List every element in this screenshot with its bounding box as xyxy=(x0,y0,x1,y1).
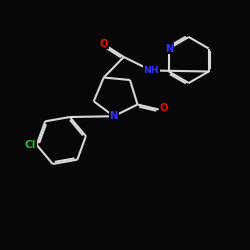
Text: Cl: Cl xyxy=(25,140,36,150)
Text: N: N xyxy=(165,44,173,54)
Text: NH: NH xyxy=(144,66,159,75)
Text: O: O xyxy=(100,39,108,49)
Text: O: O xyxy=(160,103,168,113)
Text: N: N xyxy=(110,111,118,121)
